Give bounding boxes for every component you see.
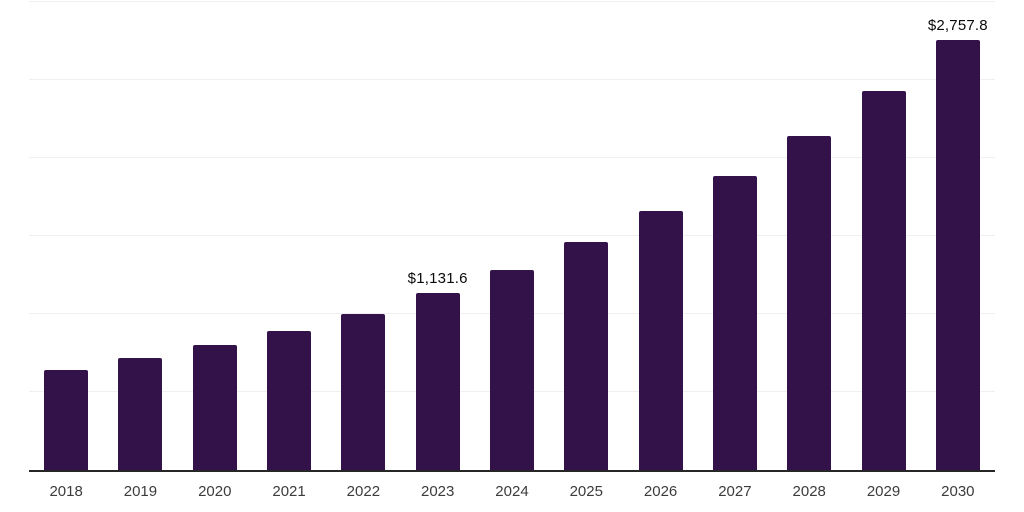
x-tick-label-2019: 2019: [123, 483, 158, 500]
bar-band-2029: [846, 2, 920, 470]
gridline-2000: [29, 157, 995, 158]
bar-band-2030: $2,757.8: [921, 2, 995, 470]
bar-2023: [415, 293, 460, 470]
bar-2024: [489, 269, 534, 470]
bar-2020: [192, 344, 237, 470]
bar-band-2025: [549, 2, 623, 470]
x-tick-label-2022: 2022: [346, 483, 381, 500]
bar-2030: [935, 39, 980, 470]
x-tick-label-2018: 2018: [49, 483, 83, 500]
bar-2025: [564, 242, 609, 470]
gridline-3000: [29, 1, 995, 2]
bar-2018: [44, 369, 89, 470]
bar-band-2022: [326, 2, 400, 470]
x-axis-tick-labels: 2018 2019 2020 2021 2022 2023 2024 2025 2026 2027…: [29, 472, 995, 512]
gridline-1500: [29, 235, 995, 236]
x-tick-label-2023: 2023: [420, 483, 455, 500]
bar-2027: [712, 176, 757, 470]
bar-band-2023: $1,131.6: [401, 2, 475, 470]
x-tick-label-2029: 2029: [866, 483, 901, 500]
bar-2022: [341, 313, 386, 470]
x-tick-label-2027: 2027: [718, 483, 752, 500]
x-tick-label-2024: 2024: [495, 483, 529, 500]
x-tick-label-2020: 2020: [198, 483, 232, 500]
x-tick-label-2025: 2025: [569, 483, 603, 500]
data-label-2030: $2,757.8: [927, 16, 988, 34]
bar-band-2027: [698, 2, 772, 470]
bar-2021: [267, 331, 312, 470]
chart-plot-area: $1,131.6 $2,757.8: [29, 1, 995, 472]
x-tick-label-2030: 2030: [941, 483, 975, 500]
bar-band-2026: [623, 2, 697, 470]
bar-2019: [118, 358, 163, 470]
x-tick-label-2026: 2026: [643, 483, 678, 500]
bar-band-2020: [178, 2, 252, 470]
x-tick-label-2028: 2028: [792, 483, 826, 500]
bar-band-2019: [103, 2, 177, 470]
bar-band-2028: [772, 2, 846, 470]
data-label-2023: $1,131.6: [407, 270, 468, 288]
bar-band-2018: [29, 2, 103, 470]
bar-2026: [638, 211, 683, 470]
gridline-2500: [29, 79, 995, 80]
bar-band-2024: [475, 2, 549, 470]
x-tick-label-2021: 2021: [272, 483, 306, 500]
bar-2028: [787, 136, 832, 470]
bar-2029: [861, 91, 906, 470]
bar-band-2021: [252, 2, 326, 470]
